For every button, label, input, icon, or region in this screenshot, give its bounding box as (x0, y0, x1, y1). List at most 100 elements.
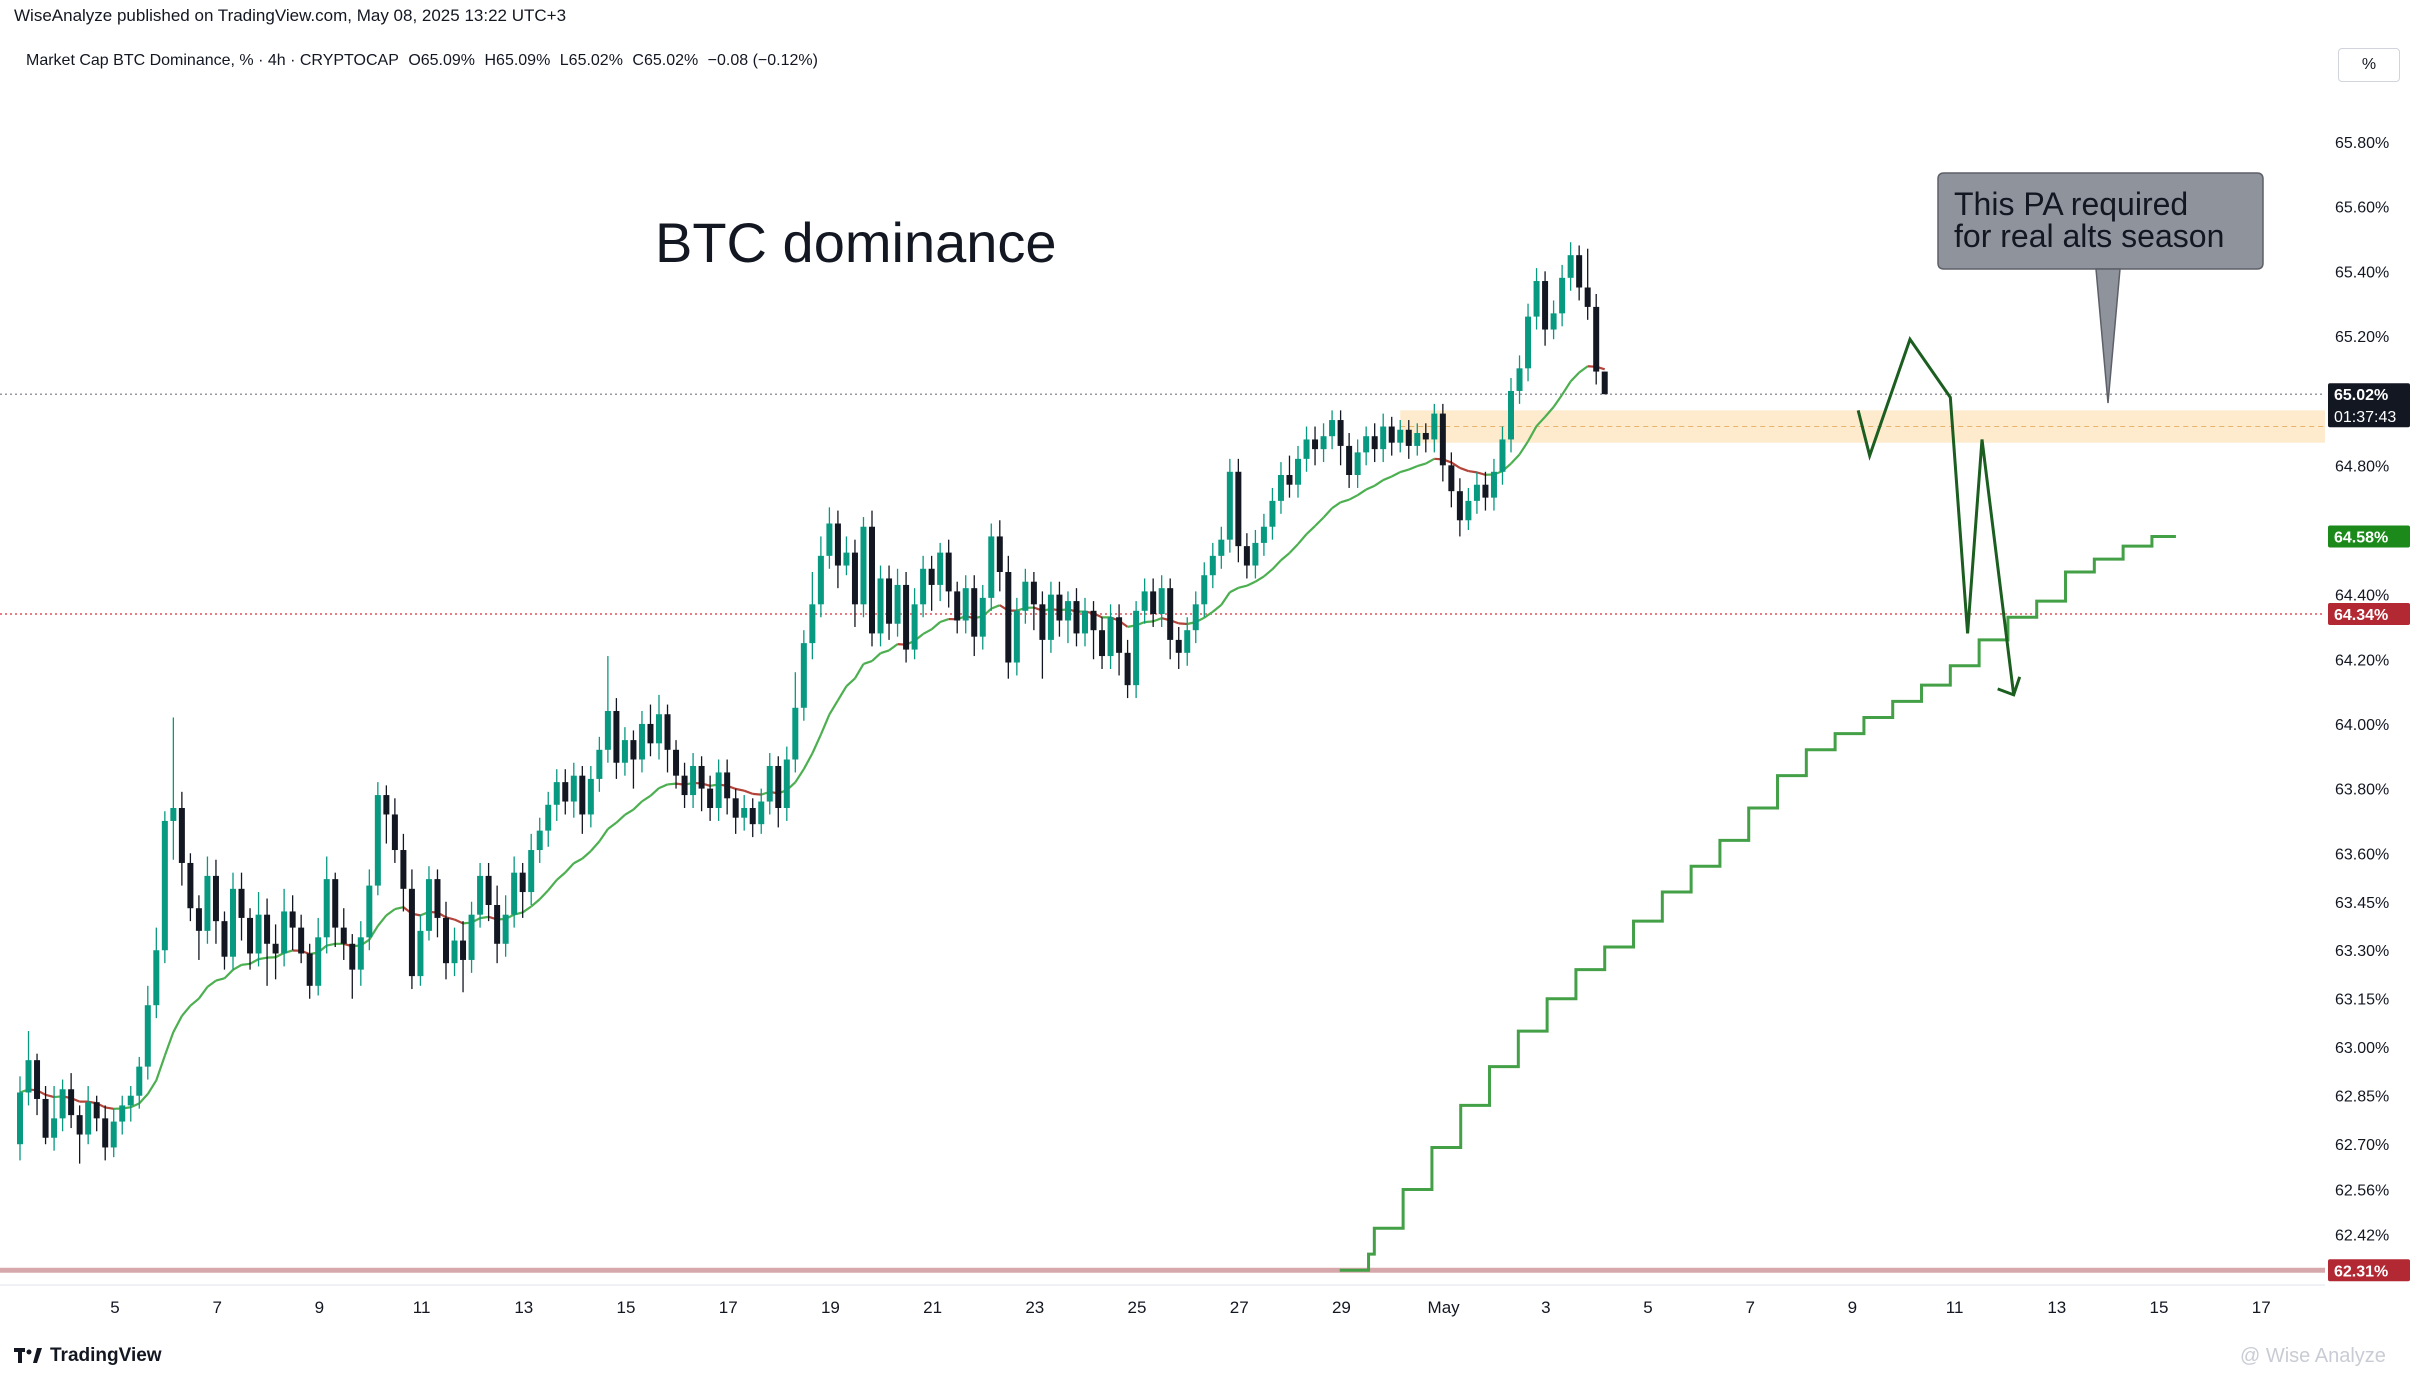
candle (1346, 432, 1353, 488)
candle-body (383, 795, 390, 815)
candle (604, 656, 611, 763)
candle-body (1218, 539, 1225, 556)
candle (221, 911, 228, 970)
candle (1473, 471, 1480, 514)
tradingview-logo[interactable]: TradingView (14, 1345, 162, 1367)
candle (988, 523, 995, 611)
step-line-path (1339, 534, 2176, 1272)
candle-body (1422, 432, 1429, 440)
x-tick-label: 15 (617, 1298, 636, 1317)
y-tick-label: 63.80% (2335, 782, 2389, 799)
close-value: C65.02% (632, 52, 699, 69)
candle (937, 542, 944, 602)
candle (502, 895, 509, 957)
candle-body (570, 775, 577, 802)
candle-body (1354, 452, 1361, 476)
candle-body (673, 749, 680, 776)
candle (979, 584, 986, 650)
candle (136, 1056, 143, 1109)
candle-body (562, 782, 569, 802)
price-badge-label: 64.34% (2334, 607, 2388, 624)
ma-segment (1510, 453, 1521, 465)
candle-body (1209, 555, 1216, 576)
candle (698, 756, 705, 812)
symbol-name[interactable]: Market Cap BTC Dominance, % · 4h · CRYPT… (26, 52, 399, 69)
ma-segment (615, 813, 626, 824)
candle-body (928, 568, 935, 585)
x-tick-label: 21 (923, 1298, 942, 1317)
candle (1175, 626, 1182, 669)
ma-segment (854, 663, 865, 679)
candle-body (349, 943, 356, 970)
candle (1243, 533, 1250, 579)
candle-body (212, 875, 219, 922)
candle (374, 782, 381, 896)
candle (886, 565, 893, 640)
candle-body (869, 526, 875, 634)
candle (1133, 601, 1140, 699)
y-tick-label: 64.00% (2335, 717, 2389, 734)
candle-body (1312, 439, 1319, 450)
candle-body (417, 930, 424, 977)
candle (68, 1073, 75, 1129)
ma-segment (1399, 468, 1410, 474)
candle-body (1397, 429, 1404, 443)
candle-body (1073, 601, 1080, 634)
candle (1073, 588, 1080, 647)
candle-body (1039, 604, 1046, 640)
candle-body (758, 801, 765, 825)
candle-body (434, 879, 441, 918)
x-tick-label: 27 (1230, 1298, 1249, 1317)
candle (1354, 439, 1361, 488)
y-tick-label: 63.00% (2335, 1040, 2389, 1057)
price-badge-label: 64.58% (2334, 529, 2388, 546)
candle (834, 510, 841, 589)
candle (911, 588, 918, 660)
candle (681, 762, 688, 808)
candle-body (1346, 445, 1353, 476)
candle-body (323, 879, 330, 938)
candle (800, 630, 807, 721)
candle-body (1320, 436, 1327, 450)
candle-body (178, 808, 185, 863)
candle (1439, 403, 1446, 482)
candle-body (962, 588, 969, 621)
ma-segment (1263, 568, 1274, 578)
candle (715, 759, 722, 821)
candle (161, 811, 168, 964)
candle (1593, 293, 1600, 385)
candle-body (127, 1095, 134, 1106)
candle (1414, 423, 1421, 456)
candle-body (1090, 610, 1097, 631)
candle (1542, 271, 1549, 346)
candle (1013, 597, 1020, 676)
candle-body (494, 904, 501, 944)
percent-scale-button[interactable]: % (2338, 48, 2400, 82)
candle-body (638, 723, 645, 760)
candle (545, 791, 552, 847)
candle (860, 517, 867, 618)
ma-segment (871, 652, 882, 662)
ma-segment (1476, 471, 1486, 476)
candle-body (1150, 591, 1157, 615)
candle (851, 539, 858, 627)
y-tick-label: 64.40% (2335, 588, 2389, 605)
candle-body (391, 814, 398, 851)
candle-body (1158, 588, 1165, 615)
candle (1320, 423, 1327, 463)
candle (298, 914, 305, 964)
y-tick-label: 63.45% (2335, 895, 2389, 912)
ma-segment (1220, 591, 1231, 606)
candle-body (1082, 610, 1088, 634)
ma-segment (1340, 498, 1350, 504)
candle-body (988, 536, 995, 598)
x-tick-label: 29 (1332, 1298, 1351, 1317)
candle (1150, 578, 1157, 627)
candle-body (1533, 281, 1540, 317)
candle (1601, 371, 1608, 395)
candle-body (536, 830, 543, 851)
ma-segment (1416, 462, 1427, 468)
ma-segment (794, 768, 805, 783)
candle-body (1107, 617, 1114, 657)
